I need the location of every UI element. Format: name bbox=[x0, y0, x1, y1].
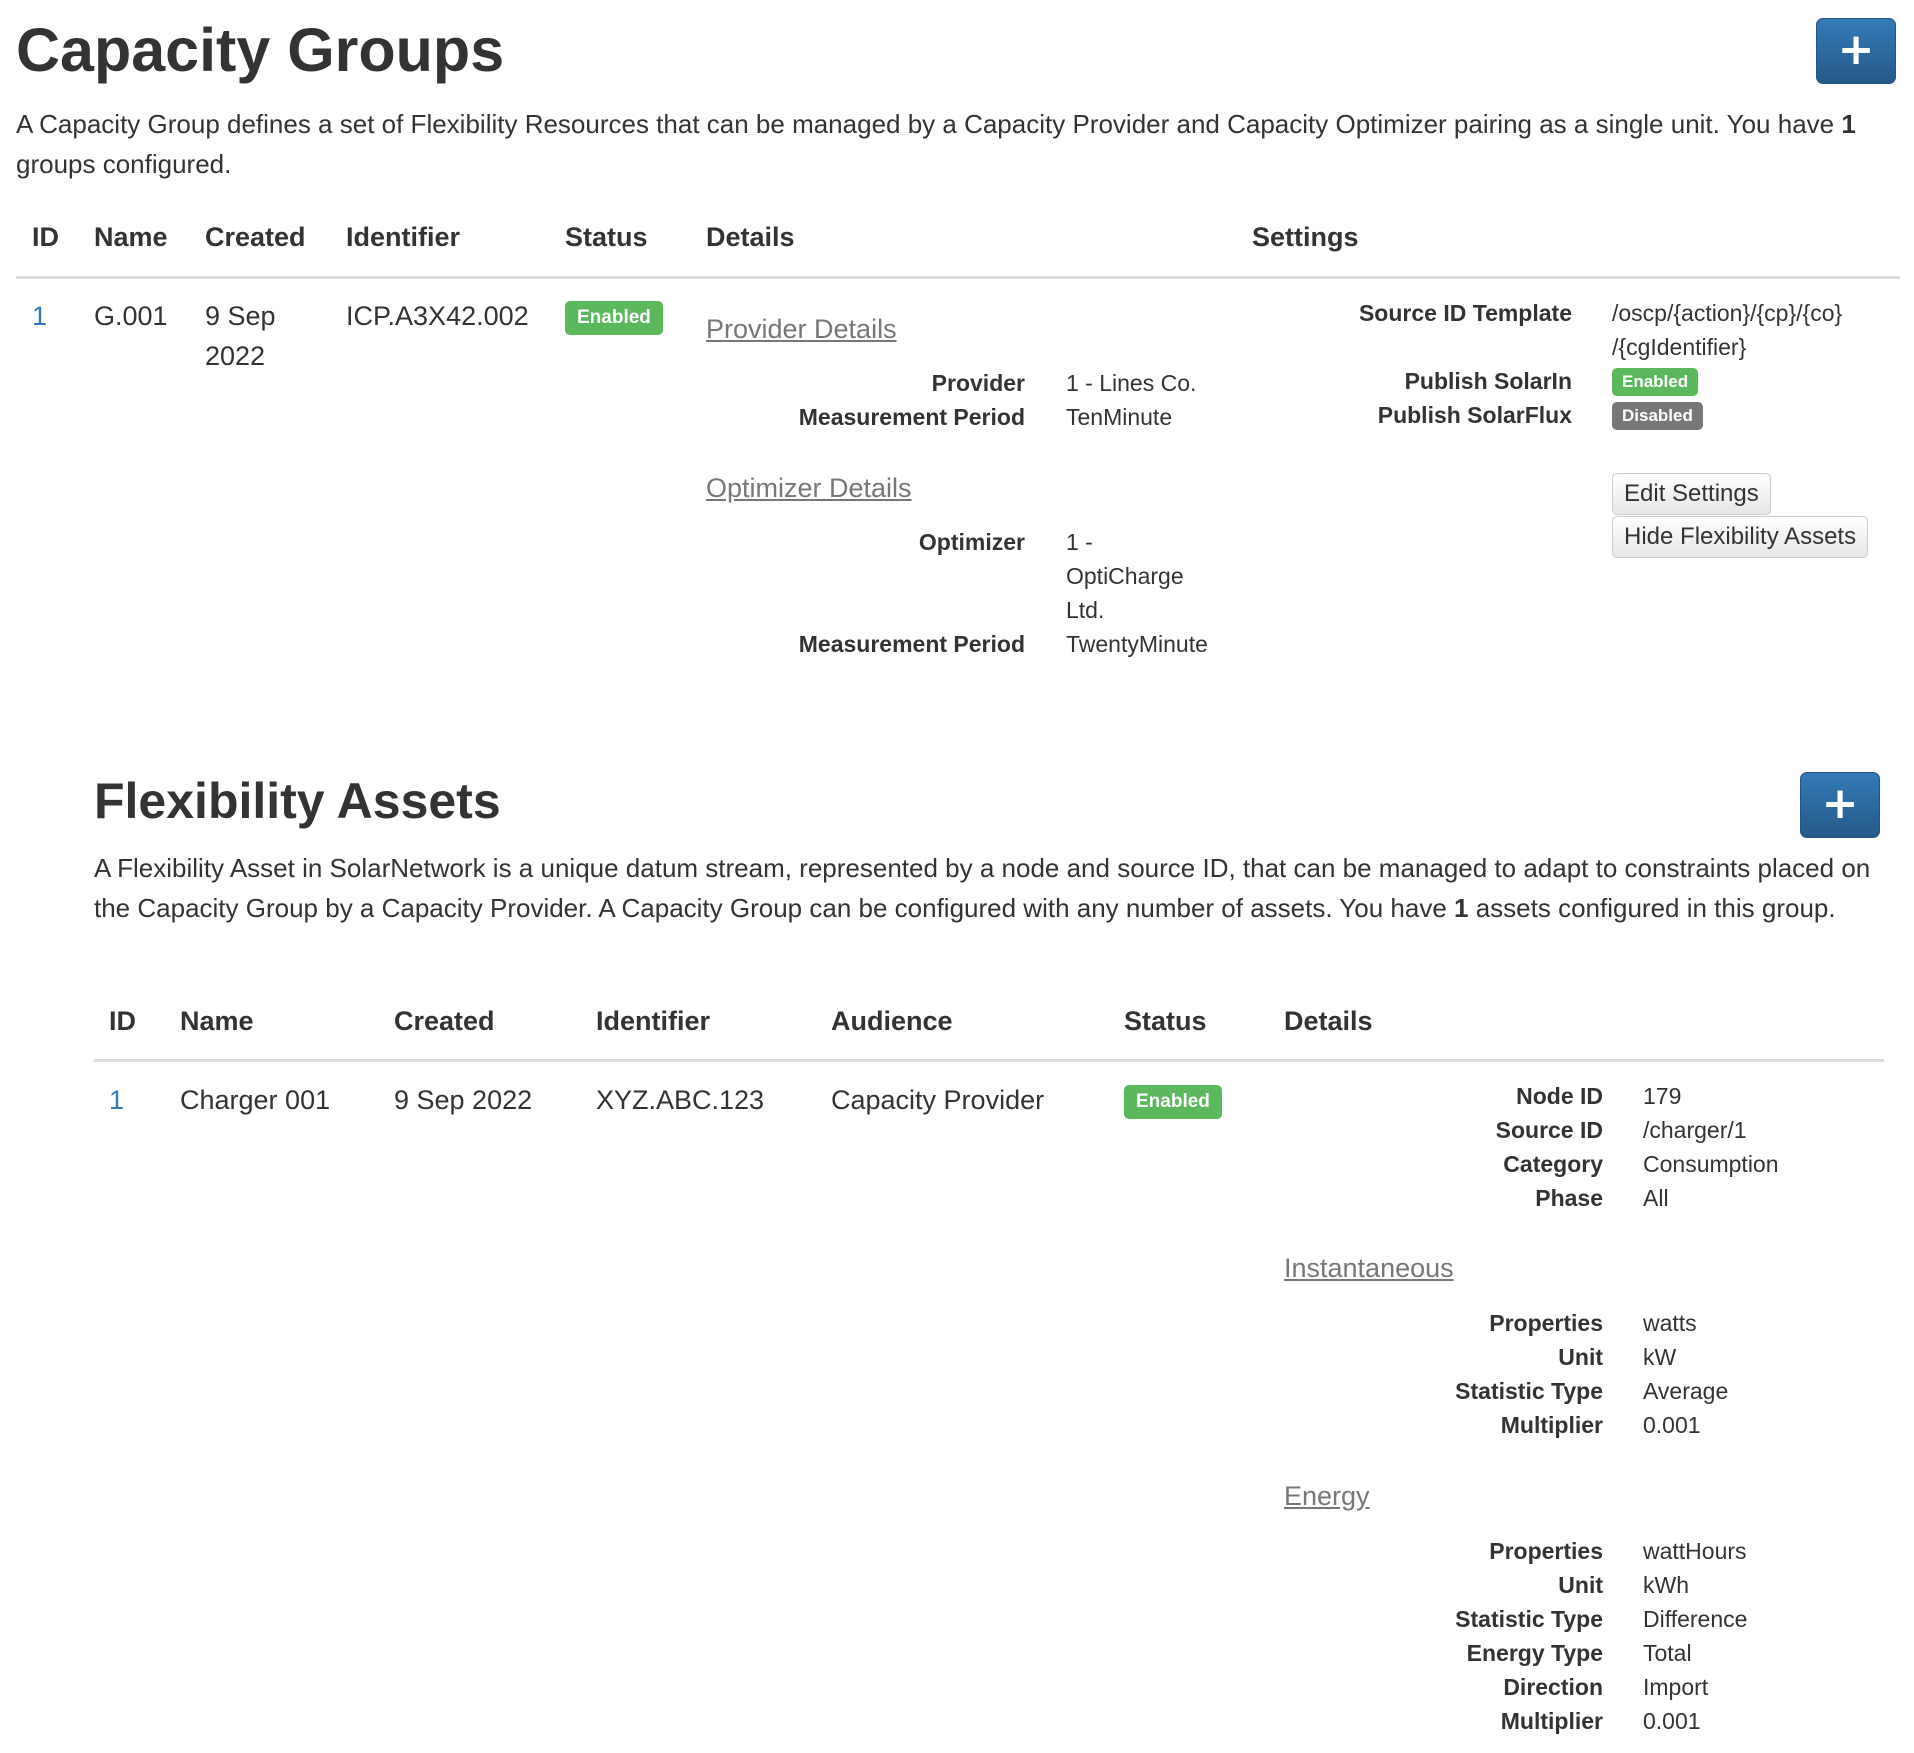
source-template-value-l2: /{cgIdentifier} bbox=[1612, 334, 1747, 360]
group-created-day: 9 Sep bbox=[205, 301, 276, 331]
col-status: Status bbox=[565, 222, 648, 252]
group-created-year: 2022 bbox=[205, 341, 266, 371]
energy-multiplier-value: 0.001 bbox=[1643, 1708, 1701, 1734]
col-status: Status bbox=[1124, 1006, 1207, 1036]
node-id-value: 179 bbox=[1643, 1083, 1682, 1109]
col-created: Created bbox=[205, 222, 306, 252]
provider-link[interactable]: 1 - Lines Co. bbox=[1066, 370, 1197, 396]
source-template-value-l1: /oscp/{action}/{cp}/{co} bbox=[1612, 300, 1843, 326]
col-name: Name bbox=[94, 222, 168, 252]
status-badge: Enabled bbox=[1124, 1085, 1222, 1119]
inst-properties-value: watts bbox=[1643, 1310, 1697, 1336]
inst-unit-value: kW bbox=[1643, 1344, 1677, 1370]
inst-stat-type-value: Average bbox=[1643, 1378, 1729, 1404]
assets-title: Flexibility Assets bbox=[94, 773, 501, 829]
phase-label: Phase bbox=[1535, 1185, 1603, 1211]
page-title: Capacity Groups bbox=[16, 16, 505, 84]
category-value: Consumption bbox=[1643, 1151, 1779, 1177]
energy-direction-value: Import bbox=[1643, 1674, 1709, 1700]
asset-identifier: XYZ.ABC.123 bbox=[596, 1085, 765, 1115]
energy-properties-value: wattHours bbox=[1643, 1538, 1747, 1564]
inst-stat-type-label: Statistic Type bbox=[1455, 1378, 1603, 1404]
group-name: G.001 bbox=[94, 301, 168, 331]
energy-stat-type-label: Statistic Type bbox=[1455, 1606, 1603, 1632]
col-audience: Audience bbox=[831, 1006, 953, 1036]
group-count: 1 bbox=[1841, 109, 1856, 139]
plus-icon: + bbox=[1837, 24, 1875, 75]
publish-solarin-badge: Enabled bbox=[1612, 368, 1699, 396]
hide-flexibility-assets-button[interactable]: Hide Flexibility Assets bbox=[1612, 516, 1869, 558]
category-label: Category bbox=[1503, 1151, 1603, 1177]
provider-period-value: TenMinute bbox=[1066, 404, 1173, 430]
asset-audience: Capacity Provider bbox=[831, 1085, 1045, 1115]
source-id-value: /charger/1 bbox=[1643, 1117, 1747, 1143]
energy-unit-label: Unit bbox=[1558, 1572, 1603, 1598]
inst-multiplier-label: Multiplier bbox=[1500, 1412, 1603, 1438]
col-details: Details bbox=[1284, 1006, 1373, 1036]
group-identifier: ICP.A3X42.002 bbox=[346, 301, 529, 331]
energy-unit-value: kWh bbox=[1643, 1572, 1689, 1598]
optimizer-period-value: TwentyMinute bbox=[1066, 631, 1208, 657]
asset-id-link[interactable]: 1 bbox=[109, 1085, 125, 1115]
energy-stat-type-value: Difference bbox=[1643, 1606, 1748, 1632]
groups-header-divider bbox=[16, 276, 1900, 279]
assets-description: A Flexibility Asset in SolarNetwork is a… bbox=[94, 853, 1871, 923]
edit-settings-button[interactable]: Edit Settings bbox=[1612, 473, 1771, 515]
publish-solarin-label: Publish SolarIn bbox=[1404, 368, 1572, 394]
publish-solarflux-badge: Disabled bbox=[1612, 402, 1703, 430]
energy-direction-label: Direction bbox=[1503, 1674, 1603, 1700]
group-id-link[interactable]: 1 bbox=[32, 301, 48, 331]
assets-header-divider bbox=[94, 1059, 1884, 1062]
col-settings: Settings bbox=[1252, 222, 1359, 252]
optimizer-details-heading: Optimizer Details bbox=[706, 473, 912, 503]
provider-period-label: Measurement Period bbox=[798, 404, 1025, 430]
energy-multiplier-label: Multiplier bbox=[1500, 1708, 1603, 1734]
col-id: ID bbox=[32, 222, 59, 252]
node-id-label: Node ID bbox=[1516, 1083, 1603, 1109]
instantaneous-heading: Instantaneous bbox=[1284, 1253, 1454, 1283]
publish-solarflux-label: Publish SolarFlux bbox=[1377, 402, 1572, 428]
energy-heading: Energy bbox=[1284, 1481, 1370, 1511]
asset-count: 1 bbox=[1454, 893, 1469, 923]
col-id: ID bbox=[109, 1006, 136, 1036]
col-identifier: Identifier bbox=[346, 222, 461, 252]
asset-created: 9 Sep 2022 bbox=[394, 1085, 533, 1115]
inst-properties-label: Properties bbox=[1489, 1310, 1603, 1336]
col-identifier: Identifier bbox=[596, 1006, 711, 1036]
asset-name: Charger 001 bbox=[180, 1085, 331, 1115]
phase-value: All bbox=[1643, 1185, 1669, 1211]
optimizer-period-label: Measurement Period bbox=[798, 631, 1025, 657]
source-template-label: Source ID Template bbox=[1358, 300, 1572, 326]
status-badge: Enabled bbox=[565, 301, 663, 335]
add-asset-button[interactable]: + bbox=[1800, 772, 1880, 838]
groups-description: A Capacity Group defines a set of Flexib… bbox=[16, 109, 1856, 179]
provider-label: Provider bbox=[931, 370, 1025, 396]
col-created: Created bbox=[394, 1006, 495, 1036]
inst-multiplier-value: 0.001 bbox=[1643, 1412, 1701, 1438]
inst-unit-label: Unit bbox=[1558, 1344, 1603, 1370]
energy-type-value: Total bbox=[1643, 1640, 1692, 1666]
source-id-label: Source ID bbox=[1495, 1117, 1603, 1143]
plus-icon: + bbox=[1821, 778, 1859, 829]
col-name: Name bbox=[180, 1006, 254, 1036]
provider-details-heading: Provider Details bbox=[706, 314, 897, 344]
add-group-button[interactable]: + bbox=[1816, 18, 1896, 84]
col-details: Details bbox=[706, 222, 795, 252]
optimizer-label: Optimizer bbox=[918, 529, 1025, 555]
energy-type-label: Energy Type bbox=[1466, 1640, 1603, 1666]
energy-properties-label: Properties bbox=[1489, 1538, 1603, 1564]
